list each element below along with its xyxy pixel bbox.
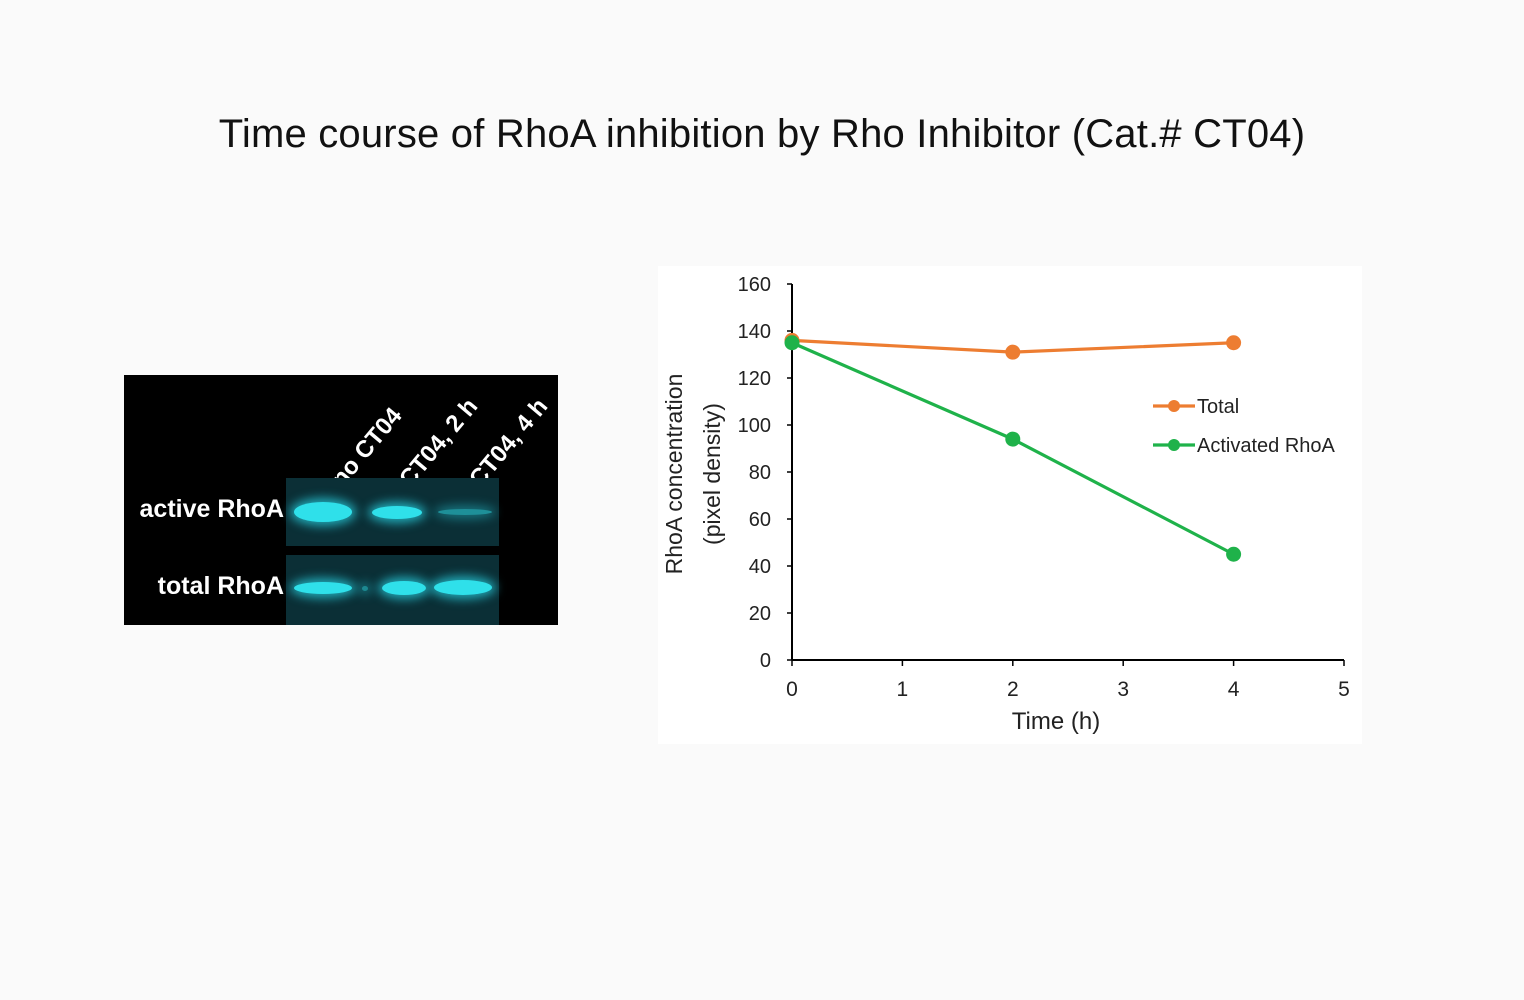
data-point [1005,344,1021,360]
series-line-1 [791,341,1235,556]
y-tick-label: 100 [738,415,771,437]
data-point [1226,335,1242,351]
band-total-speck [362,586,368,591]
x-tick-label: 0 [786,678,798,701]
y-tick-label: 120 [738,368,771,390]
y-tick-label: 40 [749,556,771,578]
band-total-lane3 [434,580,492,595]
x-tick-label: 3 [1117,678,1129,701]
legend-marker-0 [1168,400,1180,412]
x-axis-title: Time (h) [1012,708,1100,735]
data-point [784,335,800,351]
x-tick-label: 2 [1007,678,1019,701]
band-active-lane3 [438,509,492,515]
band-active-lane2 [372,506,422,519]
y-tick-label: 160 [738,274,771,296]
x-tick-label: 4 [1228,678,1240,701]
data-point [1005,431,1021,447]
row-label-total-rhoa: total RhoA [157,572,284,600]
line-chart: 0 20 40 60 80 100 120 140 160 0 1 2 3 4 5 Time (h) RhoA … [661,274,1350,735]
row-label-active-rhoa: active RhoA [139,495,284,523]
band-total-lane2 [382,581,426,595]
y-tick-label: 60 [749,509,771,531]
legend-label-0: Total [1197,396,1239,418]
x-tick-label: 5 [1338,678,1350,701]
y-tick-label: 80 [749,462,771,484]
gel-strip-total [286,555,499,625]
legend-label-1: Activated RhoA [1197,435,1336,457]
y-tick-label: 0 [760,650,771,672]
band-active-lane1 [294,502,352,522]
legend-marker-1 [1168,439,1180,451]
western-blot-image: no CT04 CT04, 2 h CT04, 4 h active RhoA … [124,375,558,625]
y-axis-title-line1: RhoA concentration [661,374,687,575]
data-point [1226,546,1242,562]
gel-strip-active [286,478,499,546]
chart-panel: 0 20 40 60 80 100 120 140 160 0 1 2 3 4 5 Time (h) RhoA … [658,266,1362,744]
y-axis-title-line2: (pixel density) [699,403,725,545]
page-title: Time course of RhoA inhibition by Rho In… [218,112,1306,156]
y-tick-label: 140 [738,321,771,343]
y-tick-label: 20 [749,603,771,625]
band-total-lane1 [294,582,352,594]
x-tick-label: 1 [897,678,909,701]
